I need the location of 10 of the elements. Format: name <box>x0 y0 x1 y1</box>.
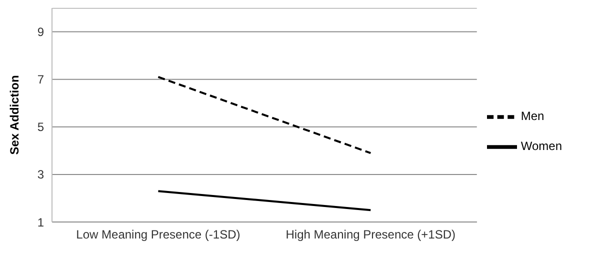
x-tick-label: Low Meaning Presence (-1SD) <box>76 228 240 242</box>
y-tick-label: 9 <box>37 25 44 40</box>
y-axis-title: Sex Addiction <box>7 75 22 155</box>
legend-label: Men <box>520 109 544 124</box>
legend-label: Women <box>520 139 562 154</box>
y-tick-label: 3 <box>37 168 44 182</box>
y-tick-label: 1 <box>37 215 44 230</box>
x-tick-label: High Meaning Presence (+1SD) <box>286 228 456 242</box>
y-tick-label: 5 <box>37 120 44 134</box>
y-tick-label: 7 <box>37 72 44 87</box>
